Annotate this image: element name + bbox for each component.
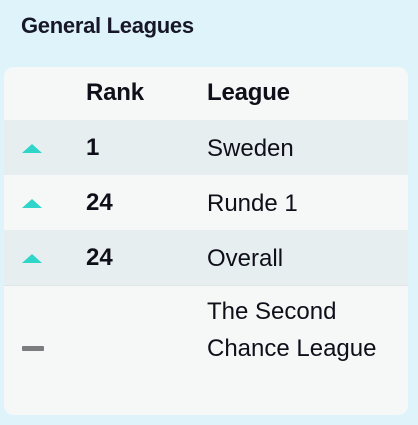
- table-row[interactable]: The Second Chance League: [4, 286, 408, 415]
- rank-up-icon: [22, 144, 42, 153]
- rank-value: 1: [86, 134, 100, 161]
- rank-value: 24: [86, 244, 113, 271]
- rank-up-icon: [22, 199, 42, 208]
- league-name-link[interactable]: Sweden: [207, 135, 294, 162]
- league-name-link[interactable]: The Second Chance League: [207, 298, 377, 362]
- rank-up-icon: [22, 254, 42, 263]
- column-header-rank: Rank: [86, 79, 144, 106]
- leagues-table: Rank League 1 Sweden 24 Runde 1 24 Overa…: [4, 67, 408, 415]
- rank-value: 24: [86, 189, 113, 216]
- panel-title: General Leagues: [21, 13, 194, 38]
- league-name-link[interactable]: Overall: [207, 245, 284, 272]
- table-header-row: Rank League: [4, 67, 408, 120]
- row-divider: [4, 285, 408, 286]
- column-header-league: League: [207, 79, 290, 106]
- table-row[interactable]: 24 Overall: [4, 230, 408, 285]
- league-name-link[interactable]: Runde 1: [207, 190, 298, 217]
- table-row[interactable]: 1 Sweden: [4, 120, 408, 175]
- table-row[interactable]: 24 Runde 1: [4, 175, 408, 230]
- rank-unchanged-icon: [22, 346, 44, 351]
